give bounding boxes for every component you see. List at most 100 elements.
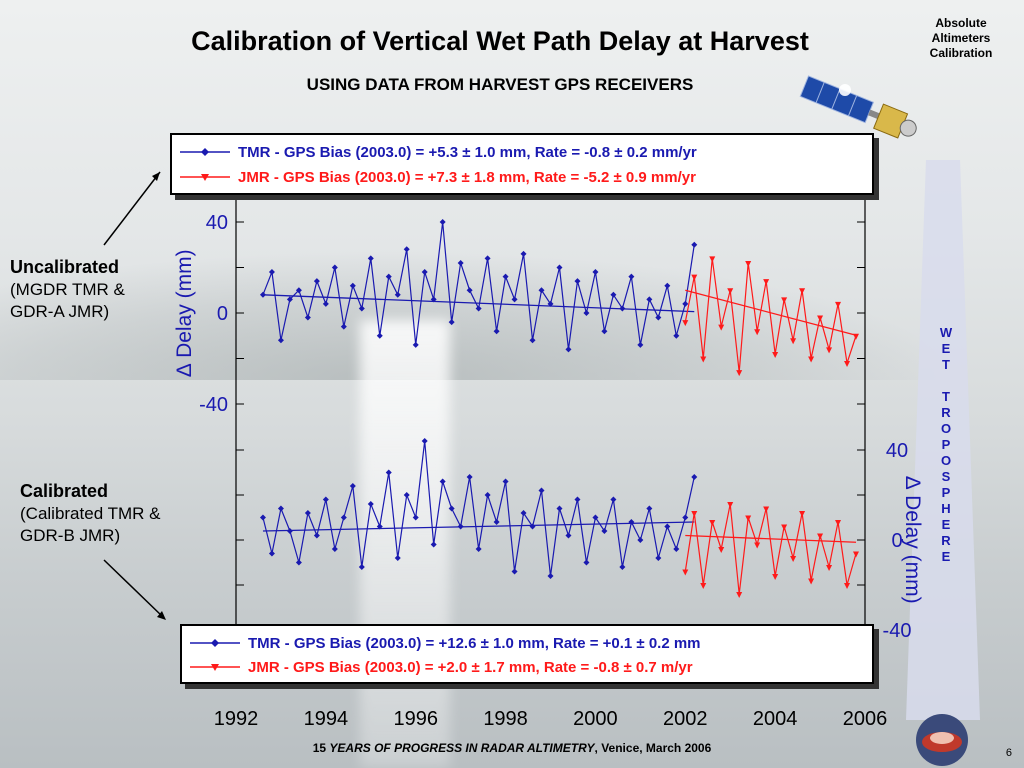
bottom-tmr-fit-line xyxy=(262,521,695,532)
top-tmr-point xyxy=(484,255,491,262)
bottom-jmr-point xyxy=(826,565,833,571)
bottom-jmr-point xyxy=(790,556,797,562)
bottom-jmr-point xyxy=(763,506,770,513)
top-jmr-point xyxy=(745,260,752,267)
calibrated-title: Calibrated xyxy=(20,481,109,501)
top-tmr-point xyxy=(628,273,635,280)
top-y-axis-label: ∆ Delay (mm) xyxy=(173,249,196,376)
top-tmr-point xyxy=(610,291,617,298)
x-tick-label: 1992 xyxy=(214,708,259,730)
top-jmr-point xyxy=(772,351,779,358)
top-tmr-point xyxy=(637,341,644,348)
top-tmr-point xyxy=(583,310,590,316)
top-jmr-point xyxy=(754,329,761,336)
bottom-tmr-point xyxy=(655,555,662,561)
x-tick-label: 2002 xyxy=(663,708,708,730)
bottom-jmr-point xyxy=(817,533,824,540)
bottom-tmr-point xyxy=(637,537,644,543)
bottom-tmr-point xyxy=(385,469,392,476)
top-tmr-point xyxy=(457,259,464,266)
corner-label-line-1: Absolute xyxy=(935,16,987,30)
bottom-jmr-line xyxy=(684,503,857,595)
background-hill xyxy=(0,250,960,380)
top-tmr-line xyxy=(262,221,695,350)
top-tmr-point xyxy=(565,346,572,353)
top-tmr-point xyxy=(421,269,428,276)
bottom-tmr-point xyxy=(340,514,347,521)
bottom-tmr-point xyxy=(421,438,428,444)
tmr-legend-marker xyxy=(190,639,240,647)
x-tick-label: 2006 xyxy=(843,708,888,730)
top-tmr-point xyxy=(277,337,284,344)
bottom-legend-tmr-label: TMR - GPS Bias (2003.0) = +12.6 ± 1.0 mm… xyxy=(248,634,701,652)
bottom-jmr-point xyxy=(745,515,752,522)
x-tick-label: 2004 xyxy=(753,708,798,730)
top-tmr-point xyxy=(376,332,383,339)
bottom-tmr-point xyxy=(493,519,500,525)
top-tmr-point xyxy=(412,341,419,348)
top-tmr-point xyxy=(520,250,527,257)
top-tmr-point xyxy=(304,314,311,321)
top-jmr-point xyxy=(763,279,770,286)
top-tmr-point xyxy=(682,300,689,307)
calibrated-detail-2: GDR-B JMR) xyxy=(20,526,121,545)
top-tmr-point xyxy=(691,241,698,248)
uncalibrated-detail-2: GDR-A JMR) xyxy=(10,302,110,321)
bottom-jmr-point xyxy=(844,583,851,589)
bottom-tmr-point xyxy=(268,550,275,557)
bottom-tmr-point xyxy=(520,510,527,516)
top-tmr-point xyxy=(295,287,302,294)
top-tmr-point xyxy=(502,273,509,280)
bottom-tmr-point xyxy=(691,474,698,480)
bottom-jmr-point xyxy=(691,511,698,517)
bottom-legend: TMR - GPS Bias (2003.0) = +12.6 ± 1.0 mm… xyxy=(180,624,874,684)
calibrated-annotation: Calibrated (Calibrated TMR & GDR-B JMR) xyxy=(20,480,160,547)
footer: 15 YEARS OF PROGRESS IN RADAR ALTIMETRY,… xyxy=(0,741,1024,755)
bottom-jmr-point xyxy=(709,520,716,526)
bottom-jmr-point xyxy=(853,551,860,558)
uncalibrated-annotation: Uncalibrated (MGDR TMR & GDR-A JMR) xyxy=(10,256,125,323)
calibrated-detail-1: (Calibrated TMR & xyxy=(20,504,161,523)
bottom-tmr-point xyxy=(592,514,599,521)
footer-italic: YEARS OF PROGRESS IN RADAR ALTIMETRY xyxy=(329,741,595,755)
top-tmr-point xyxy=(367,255,374,262)
bottom-tmr-point xyxy=(466,474,473,480)
bottom-tmr-point xyxy=(403,492,410,498)
bottom-jmr-point xyxy=(781,524,788,531)
bottom-tmr-point xyxy=(547,573,554,579)
bottom-y-tick-label: -40 xyxy=(883,620,912,642)
top-tmr-point xyxy=(394,291,401,298)
top-jmr-point xyxy=(808,356,815,363)
top-jmr-point xyxy=(799,288,806,295)
bottom-tmr-point xyxy=(412,514,419,521)
top-jmr-point xyxy=(718,324,725,331)
top-legend-jmr-label: JMR - GPS Bias (2003.0) = +7.3 ± 1.8 mm,… xyxy=(238,168,696,186)
troposphere-triangle xyxy=(906,160,980,720)
bottom-tmr-point xyxy=(628,519,635,525)
top-jmr-point xyxy=(835,301,842,308)
jmr-legend-marker xyxy=(180,174,230,181)
bottom-jmr-point xyxy=(754,542,761,549)
top-tmr-point xyxy=(439,219,446,225)
bottom-legend-jmr-row: JMR - GPS Bias (2003.0) = +2.0 ± 1.7 mm,… xyxy=(182,655,693,679)
top-jmr-line xyxy=(684,258,857,373)
bottom-tmr-point xyxy=(331,546,338,552)
bottom-jmr-point xyxy=(700,583,707,589)
bottom-legend-jmr-label: JMR - GPS Bias (2003.0) = +2.0 ± 1.7 mm,… xyxy=(248,658,693,676)
satellite-icon xyxy=(799,75,917,139)
bottom-jmr-point xyxy=(718,547,725,553)
bottom-tmr-point xyxy=(367,501,374,507)
wet-troposphere-vertical-text: W E T T R O P O S P H E R E xyxy=(939,325,953,564)
top-tmr-point xyxy=(538,287,545,294)
x-tick-label: 1994 xyxy=(304,708,349,730)
top-tmr-point xyxy=(673,332,680,339)
top-tmr-point xyxy=(664,282,671,289)
top-tmr-point xyxy=(556,264,563,271)
top-tmr-point xyxy=(358,305,365,312)
bottom-jmr-point xyxy=(772,574,779,580)
bottom-tmr-point xyxy=(646,505,653,512)
bottom-tmr-point xyxy=(475,546,482,552)
bottom-tmr-point xyxy=(565,532,572,539)
top-jmr-point xyxy=(709,256,716,263)
